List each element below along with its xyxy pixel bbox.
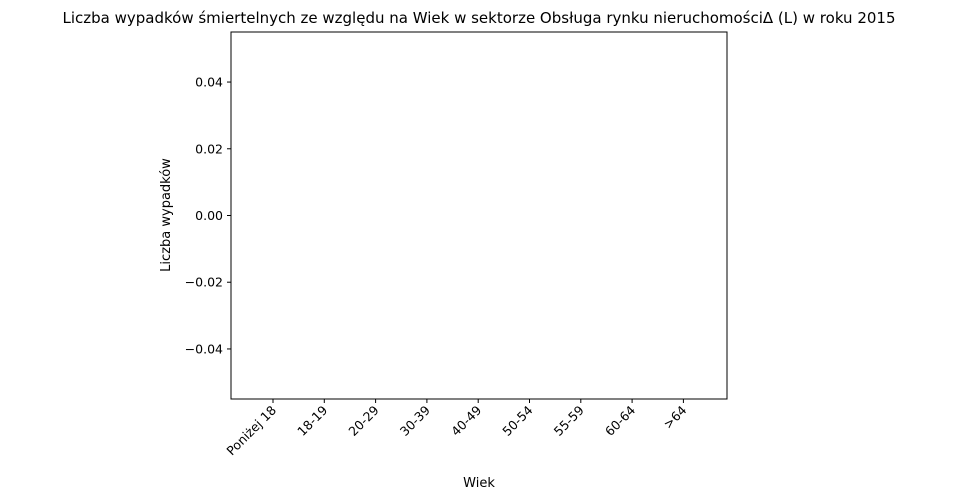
x-tick-label: Poniżej 18: [223, 402, 279, 458]
plot-area-frame: [230, 31, 728, 400]
y-tick-label: −0.02: [185, 275, 223, 290]
x-tick-label: 40-49: [448, 402, 484, 438]
x-tick-label: >64: [660, 402, 689, 431]
y-tick-label: 0.04: [195, 75, 223, 90]
x-tick-label: 60-64: [602, 402, 638, 438]
y-axis-ticks: −0.04 −0.02 0.00 0.02 0.04: [185, 75, 231, 356]
y-tick-label: 0.02: [195, 141, 223, 156]
x-tick-label: 30-39: [397, 402, 433, 438]
x-tick-label: 50-54: [499, 402, 535, 438]
x-axis-ticks: Poniżej 18 18-19 20-29 30-39 40-49 50-54 55-59…: [223, 399, 690, 458]
x-tick-label: 18-19: [294, 402, 330, 438]
x-tick-label: 20-29: [345, 402, 381, 438]
x-tick-label: 55-59: [551, 402, 587, 438]
x-axis-label: Wiek: [463, 476, 495, 491]
y-tick-label: 0.00: [195, 208, 223, 223]
y-axis-label: Liczba wypadków: [159, 158, 174, 272]
y-tick-label: −0.04: [185, 341, 223, 356]
chart-title: Liczba wypadków śmiertelnych ze względu …: [62, 9, 895, 27]
